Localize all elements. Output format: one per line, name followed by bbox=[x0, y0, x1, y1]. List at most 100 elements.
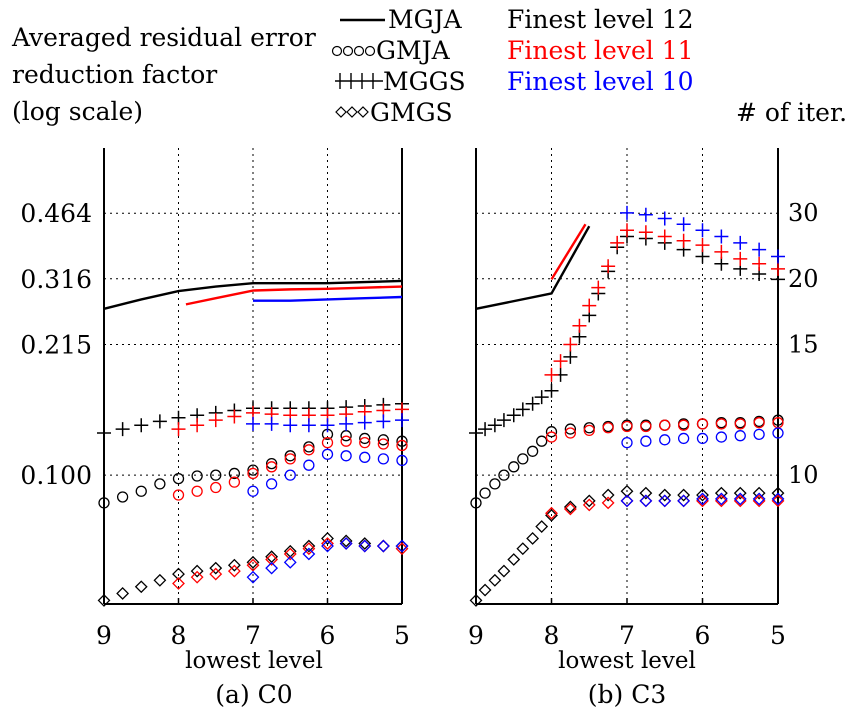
y-axis-label-line-2: reduction factor bbox=[12, 60, 217, 89]
panel-c0-frame bbox=[103, 148, 403, 605]
diamond-marker bbox=[358, 537, 372, 550]
circle-marker bbox=[498, 469, 510, 481]
plus-marker bbox=[563, 337, 578, 352]
plus-marker bbox=[208, 413, 223, 428]
diamond-marker bbox=[714, 492, 728, 506]
plus-marker bbox=[227, 409, 242, 424]
right-y-tick-label: 15 bbox=[788, 331, 819, 359]
circle-marker bbox=[321, 436, 334, 449]
circle-marker bbox=[545, 426, 558, 438]
circle-marker bbox=[321, 448, 334, 460]
diamond-marker bbox=[535, 520, 549, 533]
diamond-marker bbox=[209, 567, 223, 581]
diamond-marker bbox=[246, 558, 260, 572]
circle-marker bbox=[715, 431, 728, 443]
diamond-marker bbox=[172, 577, 185, 590]
circle-marker bbox=[545, 431, 558, 443]
x-tick-label: 6 bbox=[320, 621, 336, 650]
panel-c0-x-tick-labels: 9 8 7 6 5 bbox=[96, 621, 410, 650]
plus-marker bbox=[190, 418, 205, 433]
series-mggs-finest-10 bbox=[620, 205, 785, 264]
circle-marker bbox=[659, 434, 671, 446]
diamond-marker bbox=[545, 506, 558, 520]
right-y-tick-label: 30 bbox=[788, 199, 819, 227]
diamond-marker bbox=[190, 564, 204, 578]
circle-marker bbox=[489, 478, 501, 490]
circle-marker bbox=[640, 420, 652, 433]
plus-marker bbox=[620, 223, 634, 238]
plus-marker bbox=[714, 244, 729, 259]
diamond-marker bbox=[246, 555, 260, 569]
plus-marker bbox=[714, 256, 729, 271]
diamond-marker bbox=[488, 573, 502, 587]
circle-marker bbox=[247, 467, 259, 480]
circle-marker bbox=[191, 485, 203, 497]
y-tick-label: 0.215 bbox=[20, 331, 92, 360]
plus-marker bbox=[657, 229, 672, 244]
circle-marker bbox=[640, 435, 652, 447]
plus-marker bbox=[283, 418, 298, 433]
right-y-tick-label: 20 bbox=[788, 265, 819, 293]
diamond-marker bbox=[283, 544, 297, 558]
circle-marker bbox=[359, 451, 371, 463]
right-axis-label: # of iter. bbox=[736, 98, 847, 127]
circle-marker bbox=[284, 453, 296, 465]
x-tick-label: 8 bbox=[544, 621, 560, 650]
legend-label-mgja: MGJA bbox=[388, 5, 463, 34]
diamond-marker bbox=[601, 496, 615, 510]
circle-marker bbox=[284, 450, 296, 462]
circle-marker bbox=[265, 461, 278, 473]
diamond-marker bbox=[227, 564, 241, 578]
legend-finest-10: Finest level 10 bbox=[507, 67, 694, 96]
y-tick-label: 0.316 bbox=[20, 265, 92, 294]
diamond-marker bbox=[516, 542, 530, 556]
circle-marker bbox=[536, 435, 548, 447]
legend-finest-12: Finest level 12 bbox=[507, 5, 694, 34]
series-line bbox=[103, 279, 403, 310]
panel-c3-y-tick-labels: 10 15 20 30 bbox=[788, 199, 819, 489]
plus-marker bbox=[553, 354, 568, 369]
plus-marker bbox=[339, 416, 354, 431]
x-tick-label: 7 bbox=[619, 621, 635, 650]
marker-legend: MGJA GMJA MGGS GMGS bbox=[331, 5, 466, 127]
circle-marker bbox=[734, 430, 746, 442]
diamond-marker bbox=[265, 553, 279, 566]
circle-marker bbox=[98, 497, 110, 509]
circle-marker bbox=[396, 435, 408, 447]
circle-marker bbox=[696, 432, 709, 445]
plus-marker bbox=[171, 422, 186, 437]
panel-c0-series bbox=[97, 279, 409, 607]
plus-marker bbox=[610, 235, 625, 250]
diamond-marker bbox=[376, 539, 390, 553]
circle-marker bbox=[508, 461, 520, 473]
diamond-marker bbox=[563, 502, 577, 516]
diamond-marker bbox=[190, 570, 204, 584]
plus-marker bbox=[320, 418, 335, 433]
diamond-marker bbox=[658, 488, 672, 502]
series-mgja-finest-11 bbox=[550, 223, 587, 280]
x-tick-label: 6 bbox=[695, 621, 711, 650]
y-axis-label-line-1: Averaged residual error bbox=[11, 23, 316, 52]
plus-marker bbox=[638, 207, 653, 222]
panel-c3-frame bbox=[475, 148, 779, 605]
diamond-marker bbox=[283, 547, 297, 561]
circle-marker bbox=[753, 417, 765, 429]
diamond-marker bbox=[696, 492, 709, 506]
diamond-marker bbox=[209, 561, 223, 575]
diamond-marker bbox=[752, 494, 766, 508]
diamond-marker bbox=[321, 537, 334, 550]
series-mggs-finest-11 bbox=[544, 223, 785, 382]
circle-marker bbox=[734, 418, 746, 430]
y-axis-label-line-3: (log scale) bbox=[12, 97, 143, 126]
plus-marker bbox=[752, 256, 767, 271]
circle-marker bbox=[228, 476, 241, 488]
legend-diamond-swatch bbox=[335, 106, 369, 118]
circle-marker bbox=[359, 436, 371, 449]
plus-marker bbox=[506, 408, 521, 423]
diamond-marker bbox=[97, 593, 111, 607]
series-mgja-finest-12 bbox=[103, 279, 403, 310]
diamond-marker bbox=[265, 550, 279, 564]
plus-marker bbox=[657, 211, 672, 226]
diamond-marker bbox=[639, 494, 653, 508]
